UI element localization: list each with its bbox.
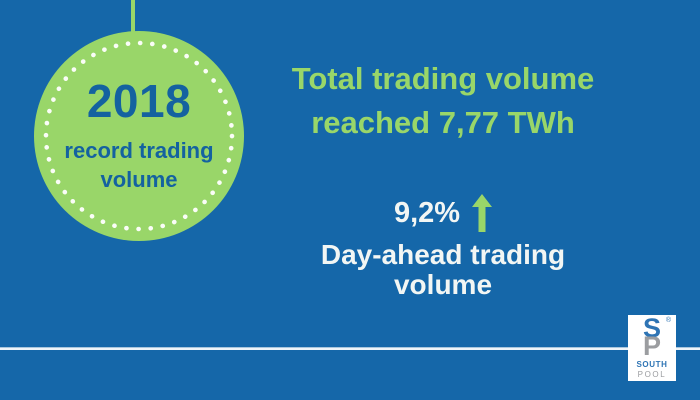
stat-value: 9,2% [393,196,461,229]
headline-line2: reached 7,77 TWh [311,105,575,140]
south-pool-logo: ® S P SOUTH POOL [628,315,676,381]
ornament-circle: 2018 record trading volume [34,31,244,241]
stat-row: 9,2% [278,194,608,232]
stat-block: 9,2% Day-ahead trading volume [278,194,608,300]
headline: Total trading volume reached 7,77 TWh [278,57,608,145]
logo-letter-s: S [642,313,661,343]
ornament-label: record trading volume [64,137,214,192]
stat-label: Day-ahead trading volume [320,239,566,300]
ornament-string [131,0,135,36]
headline-line1: Total trading volume [291,61,595,96]
year-text: 2018 [86,74,192,127]
up-arrow-icon [472,194,493,232]
divider-line [0,347,700,350]
registered-mark-icon: ® [665,317,671,324]
logo-letter-p: P [642,330,661,361]
logo-text-pool: POOL [637,370,667,379]
logo-text-south: SOUTH [636,360,668,369]
dotted-ring-icon [43,40,235,232]
logo-monogram: ® S P [628,313,676,361]
